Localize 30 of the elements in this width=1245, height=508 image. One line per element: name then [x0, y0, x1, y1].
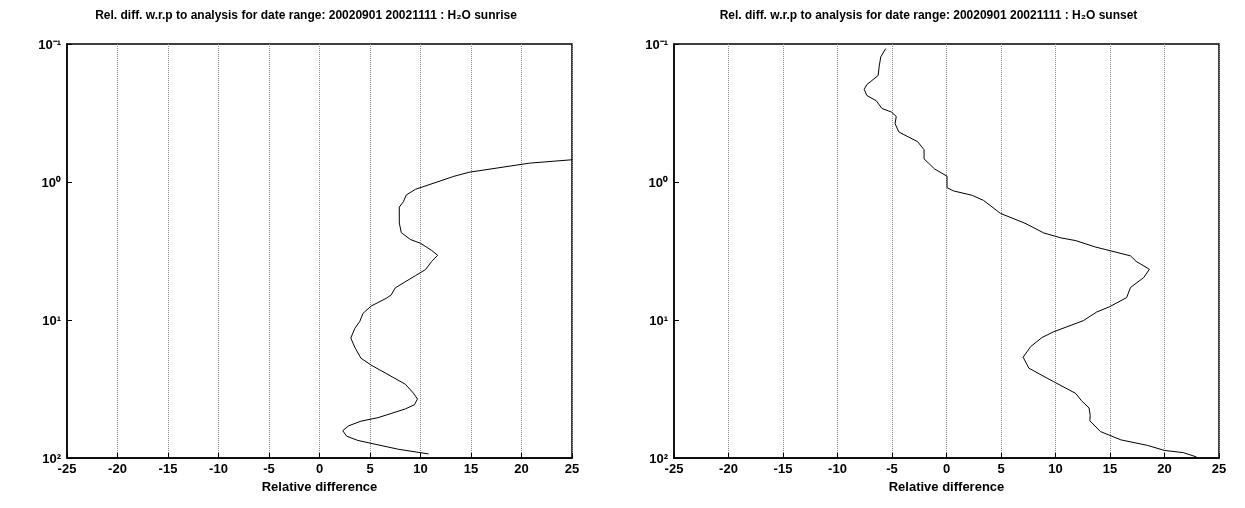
- x-tick-label: -5: [263, 461, 275, 476]
- x-tick-label: 5: [366, 461, 374, 476]
- chart-title: Rel. diff. w.r.p to analysis for date range: 20020901 20021111 : H₂O sunrise: [95, 8, 518, 22]
- y-tick-label: 10¹: [42, 312, 61, 328]
- x-tick-label: -20: [719, 461, 738, 476]
- x-tick-label: -20: [108, 461, 127, 476]
- x-tick-label: 10: [1048, 461, 1063, 476]
- x-tick-label: 15: [1102, 461, 1118, 476]
- x-tick-label: 10: [413, 461, 428, 476]
- x-tick-label: 20: [514, 461, 529, 476]
- x-tick-label: -15: [158, 461, 178, 476]
- x-axis-title: Relative difference: [888, 479, 1005, 494]
- x-axis-title: Relative difference: [261, 479, 378, 494]
- x-tick-label: 25: [1211, 461, 1227, 476]
- x-tick-label: -5: [886, 461, 898, 476]
- x-tick-label: 0: [942, 461, 951, 476]
- x-tick-label: 5: [997, 461, 1005, 476]
- y-tick-label: 10⁰: [648, 174, 668, 190]
- x-tick-label: 20: [1157, 461, 1172, 476]
- x-tick-label: 25: [564, 461, 580, 476]
- x-tick-label: 0: [315, 461, 324, 476]
- y-tick-label: 10⁰: [41, 174, 61, 190]
- x-tick-label: -10: [828, 461, 847, 476]
- y-tick-label: 10⁻¹: [645, 36, 668, 52]
- x-tick-label: -10: [209, 461, 228, 476]
- y-tick-label: 10¹: [649, 312, 668, 328]
- y-tick-label: 10⁻¹: [38, 36, 61, 52]
- x-tick-label: -15: [773, 461, 793, 476]
- x-tick-label: 15: [463, 461, 479, 476]
- chart-title: Rel. diff. w.r.p to analysis for date range: 20020901 20021111 : H₂O sunset: [719, 8, 1138, 22]
